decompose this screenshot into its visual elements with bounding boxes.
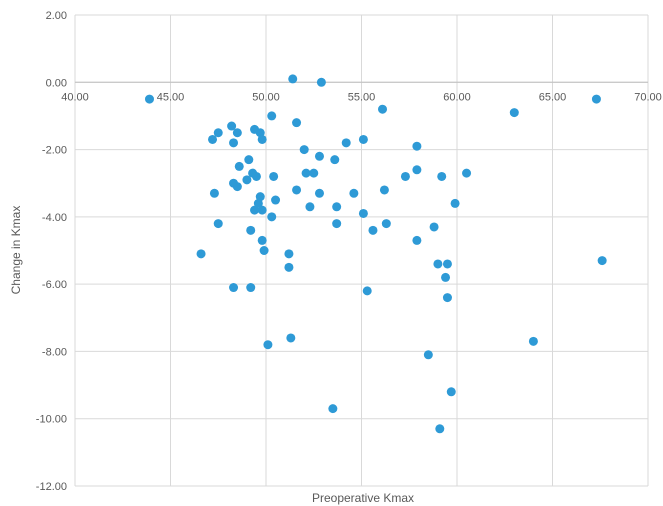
data-point — [305, 202, 315, 212]
data-point — [423, 350, 433, 360]
data-point — [412, 165, 422, 175]
gridlines — [74, 14, 649, 487]
data-point — [450, 198, 460, 208]
data-point — [267, 212, 277, 222]
data-point — [213, 219, 223, 229]
data-point — [229, 283, 239, 293]
data-point — [301, 168, 311, 178]
data-point — [314, 151, 324, 161]
data-point — [309, 168, 319, 178]
data-point — [242, 175, 252, 185]
data-point — [209, 188, 219, 198]
data-point — [229, 138, 239, 148]
data-point — [441, 272, 451, 282]
data-point — [528, 336, 538, 346]
data-point — [435, 424, 445, 434]
data-point — [442, 293, 452, 303]
data-point — [232, 128, 242, 138]
y-tick-label: -10.00 — [36, 414, 67, 426]
data-point — [362, 286, 372, 296]
data-point — [246, 283, 256, 293]
data-point — [269, 171, 279, 181]
data-point — [597, 256, 607, 266]
data-point — [462, 168, 472, 178]
x-axis-title: Preoperative Kmax — [312, 491, 414, 505]
data-point — [328, 404, 338, 414]
data-point — [442, 259, 452, 269]
data-point — [257, 134, 267, 144]
y-tick-label: -12.00 — [36, 481, 67, 493]
data-point — [412, 235, 422, 245]
data-point — [433, 259, 443, 269]
data-point — [284, 249, 294, 259]
y-tick-label: 2.00 — [46, 10, 67, 22]
data-point — [509, 108, 519, 118]
data-point — [263, 340, 273, 350]
data-point — [349, 188, 359, 198]
data-point — [292, 118, 302, 128]
data-point — [259, 246, 269, 255]
data-point — [196, 249, 206, 259]
data-point — [284, 262, 294, 272]
data-point — [234, 161, 244, 171]
data-points — [144, 74, 607, 434]
data-point — [358, 208, 368, 218]
x-tick-label: 55.00 — [348, 91, 376, 103]
y-tick-label: 0.00 — [46, 77, 67, 89]
data-point — [316, 77, 326, 87]
y-tick-label: -6.00 — [42, 279, 67, 291]
x-tick-label: 70.00 — [634, 91, 662, 103]
data-point — [341, 138, 351, 148]
x-tick-label: 45.00 — [157, 91, 185, 103]
data-point — [292, 185, 302, 195]
data-point — [213, 128, 223, 138]
data-point — [591, 94, 601, 104]
x-tick-label: 60.00 — [443, 91, 471, 103]
data-point — [250, 205, 260, 215]
data-point — [332, 202, 342, 212]
data-point — [227, 121, 237, 131]
x-tick-label: 40.00 — [61, 91, 89, 103]
data-point — [232, 182, 242, 192]
x-tick-labels: 40.00 45.00 50.00 55.00 60.00 65.00 70.00 — [61, 91, 662, 103]
data-point — [332, 219, 342, 229]
data-point — [381, 219, 391, 229]
data-point — [429, 222, 439, 232]
x-tick-label: 50.00 — [252, 91, 280, 103]
data-point — [378, 104, 388, 114]
y-tick-label: -2.00 — [42, 145, 67, 157]
data-point — [437, 171, 447, 181]
data-point — [330, 155, 340, 165]
data-point — [208, 134, 218, 144]
data-point — [267, 111, 277, 121]
data-point — [253, 198, 263, 208]
data-point — [314, 188, 324, 198]
data-point — [288, 74, 298, 84]
data-point — [286, 333, 296, 343]
data-point — [244, 155, 254, 165]
data-point — [246, 225, 256, 235]
y-tick-label: -4.00 — [42, 212, 67, 224]
data-point — [368, 225, 378, 235]
data-point — [271, 195, 281, 205]
data-point — [358, 134, 368, 144]
data-point — [379, 185, 389, 195]
y-tick-labels: 2.00 0.00 -2.00 -4.00 -6.00 -8.00 -10.00 -12.00 — [36, 10, 67, 493]
data-point — [257, 235, 267, 245]
data-point — [299, 145, 309, 155]
data-point — [446, 387, 456, 397]
data-point — [144, 94, 154, 104]
data-point — [400, 171, 410, 181]
x-tick-label: 65.00 — [539, 91, 567, 103]
data-point — [257, 205, 267, 215]
y-tick-label: -8.00 — [42, 346, 67, 358]
data-point — [412, 141, 422, 151]
data-point — [251, 171, 261, 181]
y-axis-title: Change in Kmax — [9, 206, 23, 295]
